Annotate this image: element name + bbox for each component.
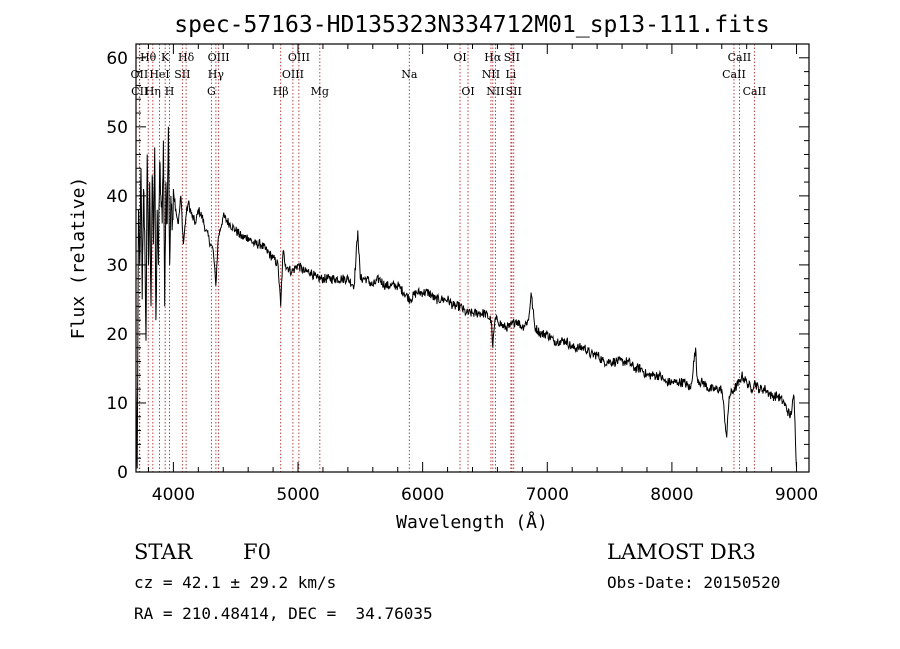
spectral-line-label-15: Mg xyxy=(311,85,329,98)
object-class: STAR xyxy=(134,540,193,564)
spectral-line-label-4: HeI xyxy=(149,68,169,81)
x-axis-label: Wavelength (Å) xyxy=(396,511,548,533)
spectral-line-label-17: OI xyxy=(453,51,466,64)
spectral-line-label-18: OI xyxy=(461,85,474,98)
spectral-line-label-22: Li xyxy=(505,68,516,81)
spectral-line-label-20: SII xyxy=(504,51,520,64)
redshift-cz: cz = 42.1 ± 29.2 km/s xyxy=(134,573,336,592)
x-tick-label-5: 9000 xyxy=(775,485,818,505)
x-tick-label-1: 5000 xyxy=(276,485,319,505)
spectrum-line xyxy=(135,126,797,469)
spectral-line-label-7: Hδ xyxy=(178,51,195,64)
y-tick-label-3: 30 xyxy=(106,256,128,276)
spectral-line-label-10: Hγ xyxy=(208,68,225,81)
spectral-line-label-26: CaII xyxy=(722,68,746,81)
coordinates: RA = 210.48414, DEC = 34.76035 xyxy=(134,604,433,623)
spectral-line-label-9: OIII xyxy=(208,51,230,64)
plot-frame xyxy=(135,43,810,473)
spectral-line-label-5: Hη xyxy=(145,85,161,98)
y-tick-label-0: 0 xyxy=(117,463,128,483)
object-subclass: F0 xyxy=(243,540,271,564)
x-tick-label-0: 4000 xyxy=(152,485,195,505)
spectral-line-label-6: H xyxy=(165,85,175,98)
spectral-line-label-25: CaII xyxy=(728,51,752,64)
spectral-line-label-0: Hθ xyxy=(140,51,157,64)
x-tick-label-4: 8000 xyxy=(650,485,693,505)
spectral-line-label-24: SII xyxy=(506,85,522,98)
spectral-line-label-27: CaII xyxy=(743,85,767,98)
spectrum-series xyxy=(135,126,797,469)
survey-name: LAMOST DR3 xyxy=(607,540,756,564)
spectral-line-label-13: OIII xyxy=(288,51,310,64)
spectral-line-label-21: NII xyxy=(482,68,500,81)
y-axis-label: Flux (relative) xyxy=(68,177,89,340)
y-axis-ticks: 0 10 20 30 40 50 60 xyxy=(106,49,809,483)
spectral-line-label-1: OII xyxy=(131,68,149,81)
chart-title: spec-57163-HD135323N334712M01_sp13-111.f… xyxy=(174,12,769,38)
observation-date: Obs-Date: 20150520 xyxy=(607,573,780,592)
y-tick-label-2: 20 xyxy=(106,325,128,345)
y-tick-label-1: 10 xyxy=(106,394,128,414)
y-tick-label-5: 50 xyxy=(106,118,128,138)
spectral-line-label-8: SII xyxy=(174,68,190,81)
y-tick-label-6: 60 xyxy=(106,49,128,69)
spectral-line-label-11: G xyxy=(207,85,216,98)
spectral-line-label-14: OIII xyxy=(282,68,304,81)
spectral-line-label-12: Hβ xyxy=(273,85,289,98)
spectral-line-label-19: Hα xyxy=(484,51,502,64)
spectral-line-label-3: K xyxy=(161,51,170,64)
spectral-line-label-23: NII xyxy=(486,85,504,98)
x-tick-label-3: 7000 xyxy=(526,485,569,505)
spectral-line-label-16: Na xyxy=(401,68,418,81)
x-tick-label-2: 6000 xyxy=(401,485,444,505)
y-tick-label-4: 40 xyxy=(106,187,128,207)
x-axis-ticks: 4000 5000 6000 7000 8000 9000 xyxy=(147,44,818,505)
